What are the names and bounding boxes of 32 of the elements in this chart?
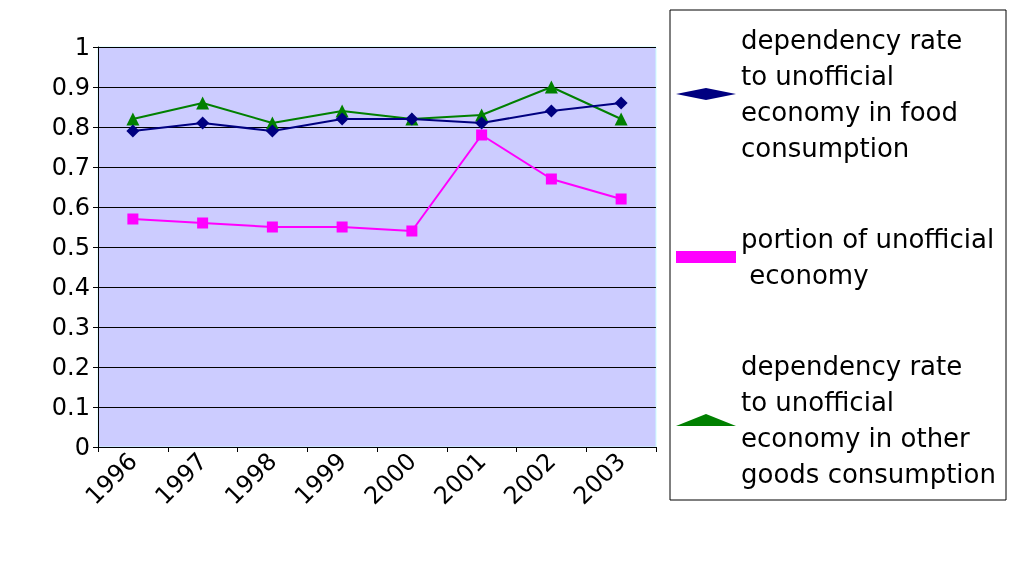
y-tick-label: 0.6 xyxy=(51,193,90,221)
y-tick-label: 0.8 xyxy=(51,113,90,141)
point xyxy=(197,217,209,229)
y-tick-label: 0.7 xyxy=(51,153,90,181)
point xyxy=(127,213,139,225)
y-tick-label: 0.5 xyxy=(51,233,90,261)
point xyxy=(335,112,349,126)
point xyxy=(196,116,210,130)
point xyxy=(266,221,278,233)
point xyxy=(544,104,558,118)
point xyxy=(614,96,628,110)
legend-label: dependency rate to unofficial economy in other goods consumption xyxy=(741,351,996,489)
point xyxy=(475,116,489,130)
point xyxy=(545,173,557,185)
point xyxy=(406,225,418,237)
y-tick-label: 1 xyxy=(74,33,90,61)
point xyxy=(126,124,140,138)
point xyxy=(265,124,279,138)
point xyxy=(476,129,488,141)
point xyxy=(126,112,140,126)
y-tick-label: 0.4 xyxy=(51,273,90,301)
point xyxy=(615,193,627,205)
legend-label: dependency rate to unofficial economy in food consumption xyxy=(741,25,971,163)
y-tick-label: 0.9 xyxy=(51,73,90,101)
legend-label: portion of unofficial economy xyxy=(741,224,995,290)
point xyxy=(544,80,558,94)
y-tick-label: 0.2 xyxy=(51,353,90,381)
point xyxy=(336,221,348,233)
point xyxy=(614,112,628,126)
point xyxy=(196,96,210,110)
y-tick-label: 0.1 xyxy=(51,393,90,421)
y-tick-label: 0.3 xyxy=(51,313,90,341)
